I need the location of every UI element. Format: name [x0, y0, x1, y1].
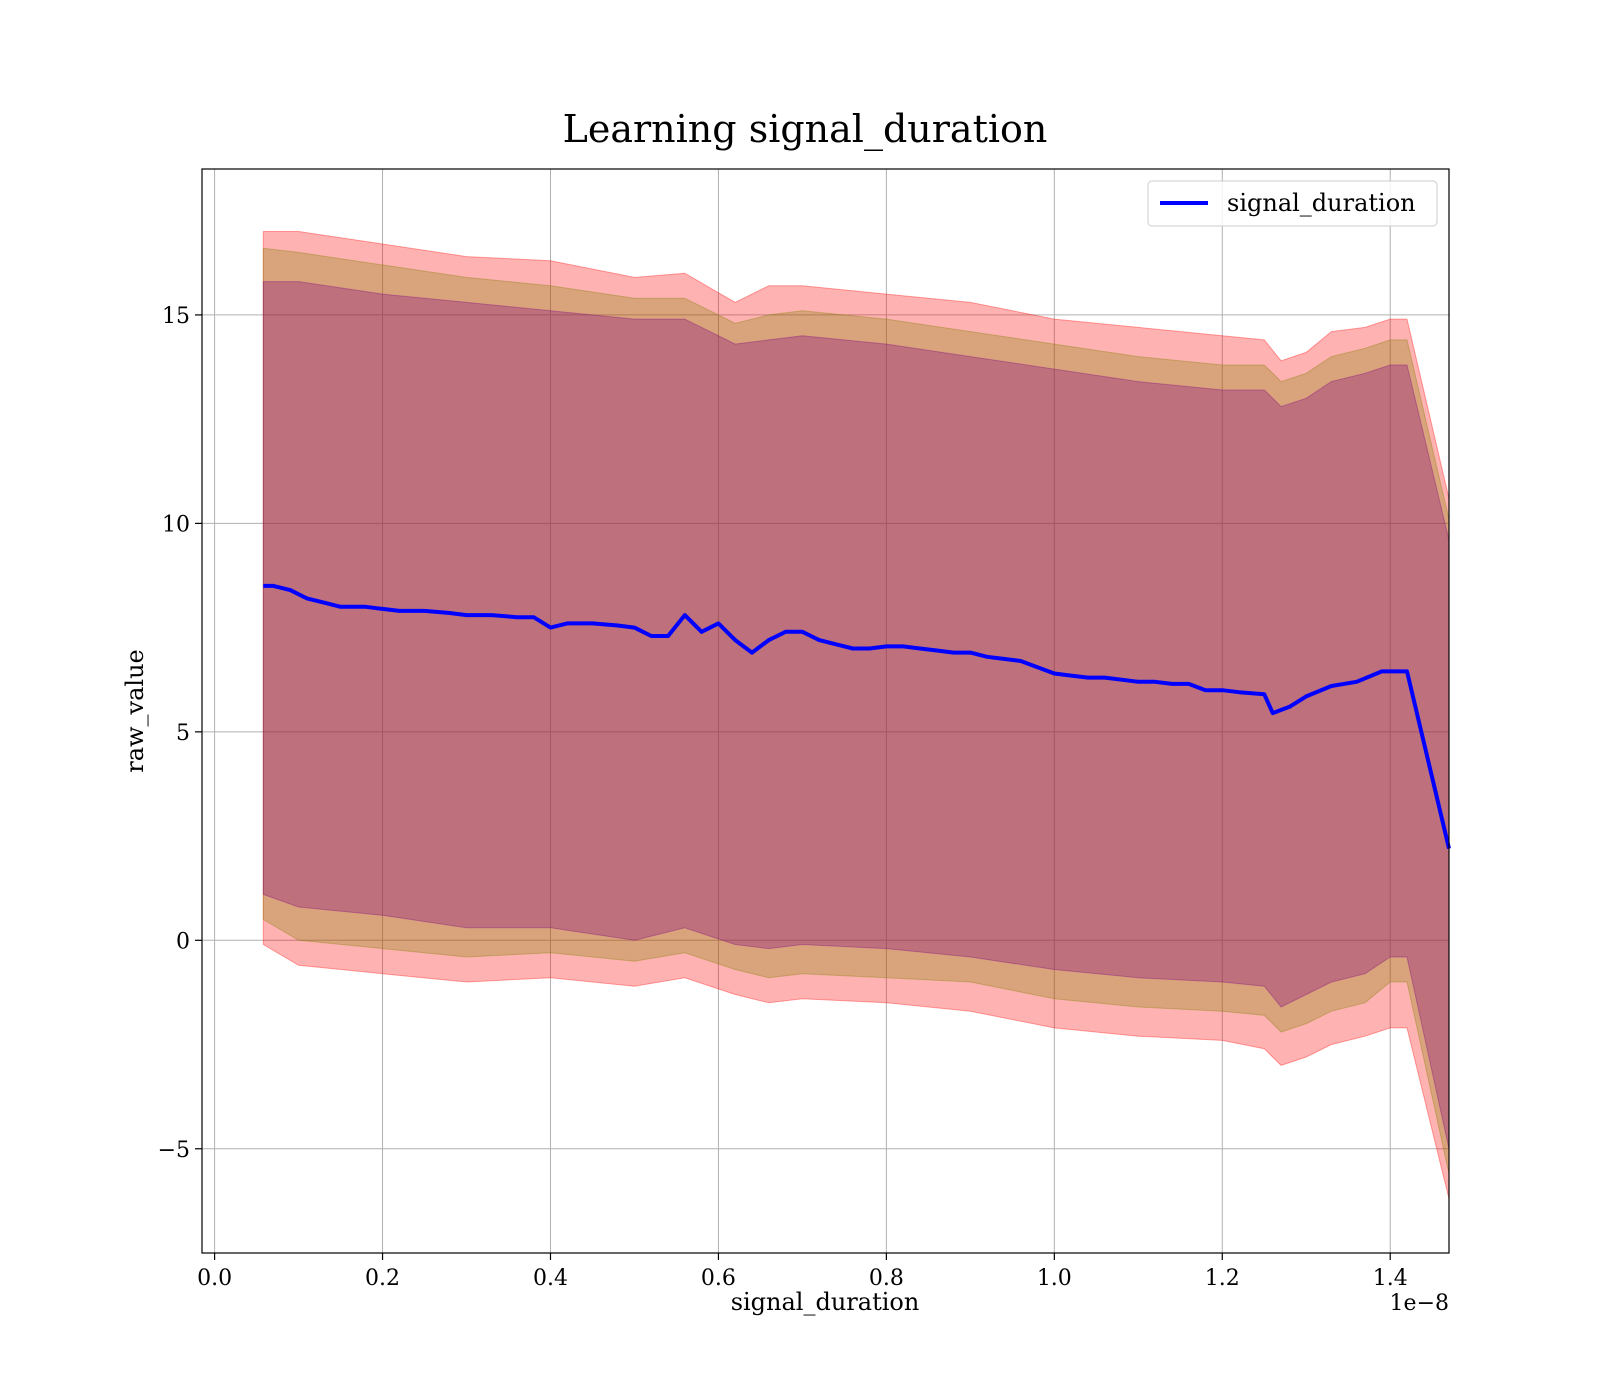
x-tick-label: 1.4 — [1373, 1266, 1408, 1291]
x-tick-label: 0.4 — [533, 1266, 568, 1291]
y-tick-label: −5 — [158, 1138, 190, 1163]
ticks: 0.0 0.2 0.4 0.6 0.8 1.0 1.2 1.4 −5 0 5 10 15 — [158, 304, 1408, 1291]
y-tick-label: 15 — [162, 304, 190, 329]
series-line — [263, 583, 1451, 850]
x-tick-label: 1.0 — [1037, 1266, 1072, 1291]
x-tick-label: 0.0 — [197, 1266, 232, 1291]
x-tick-label: 0.6 — [701, 1266, 736, 1291]
y-tick-label: 10 — [162, 512, 190, 537]
x-tick-label: 1.2 — [1205, 1266, 1240, 1291]
legend-label: signal_duration — [1227, 189, 1416, 217]
legend-box — [1147, 180, 1438, 227]
bands — [262, 231, 1450, 1199]
x-axis-label: signal_duration — [731, 1288, 920, 1316]
gridlines — [202, 169, 1449, 1253]
plot-frame — [201, 168, 1450, 1254]
y-tick-label: 5 — [176, 721, 190, 746]
chart-title: Learning signal_duration — [563, 107, 1048, 152]
x-tick-label: 0.2 — [365, 1266, 400, 1291]
x-tick-label: 0.8 — [869, 1266, 904, 1291]
legend: signal_duration — [1147, 180, 1438, 227]
y-tick-label: 0 — [176, 929, 190, 954]
series-lines — [263, 583, 1451, 850]
x-axis-offset-text: 1e−8 — [1390, 1291, 1449, 1316]
y-axis-label: raw_value — [121, 649, 149, 773]
